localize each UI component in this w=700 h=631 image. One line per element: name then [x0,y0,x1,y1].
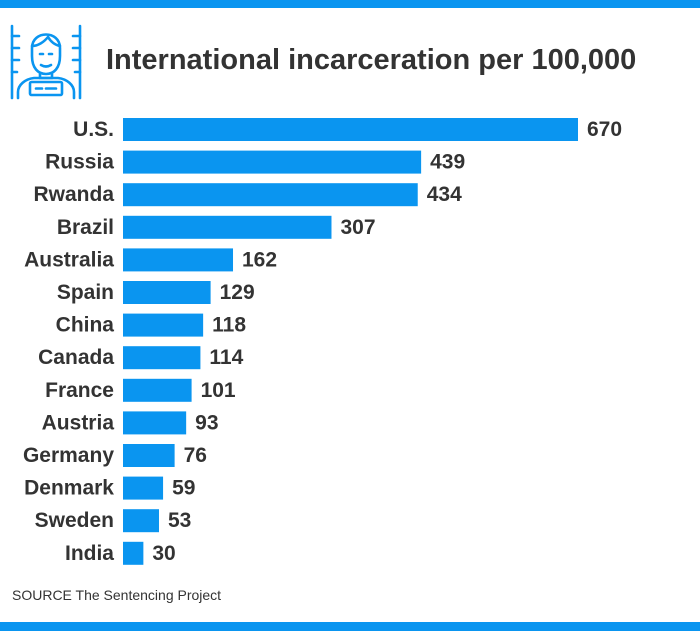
category-label: Australia [24,248,114,271]
bar [123,281,211,304]
category-label: Austria [42,411,115,434]
bottom-accent-rule [0,622,700,631]
value-label: 76 [184,444,207,467]
bar [123,541,144,565]
value-label: 670 [587,118,622,141]
value-label: 59 [172,477,195,500]
value-label: 30 [152,542,175,565]
category-label: U.S. [73,118,114,141]
category-label: Brazil [57,216,114,239]
value-label: 53 [168,509,191,532]
bar [123,248,234,272]
value-label: 307 [340,216,375,239]
bar [123,444,175,467]
bar-chart: U.S. Russia Rwanda Brazil Australia Spain Chin… [23,118,622,565]
category-label: Germany [23,444,114,467]
bar [123,346,201,370]
category-label: India [65,542,114,565]
value-label: 439 [430,151,465,174]
prisoner-icon [10,24,82,100]
category-label: Russia [45,151,114,174]
category-label: France [45,379,114,402]
category-label: Canada [38,346,114,369]
bars [123,118,578,565]
category-label: Rwanda [33,183,114,206]
category-label: China [56,314,115,337]
bar [123,215,332,239]
bar [123,476,164,500]
category-label: Spain [57,281,114,304]
bar [123,411,187,435]
category-label: Sweden [35,509,114,532]
value-label: 162 [242,248,277,271]
bar [123,150,422,174]
value-label: 118 [212,314,246,337]
top-accent-rule [0,0,700,8]
value-label: 93 [195,411,218,434]
category-labels: U.S. Russia Rwanda Brazil Australia Spain Chin… [23,118,114,565]
chart-title: International incarceration per 100,000 [106,44,637,76]
bar [123,313,204,337]
value-label: 434 [427,183,462,206]
bar [123,509,159,533]
value-label: 129 [220,281,255,304]
value-labels: 670 439 434 307 162 129 118 114 101 93 76 59 53 30 [152,118,622,565]
value-label: 101 [201,379,236,402]
bar [123,183,418,207]
bar [123,378,192,402]
category-label: Denmark [24,477,114,500]
source-note: SOURCE The Sentencing Project [12,587,222,603]
bar [123,118,578,141]
value-label: 114 [209,346,243,369]
